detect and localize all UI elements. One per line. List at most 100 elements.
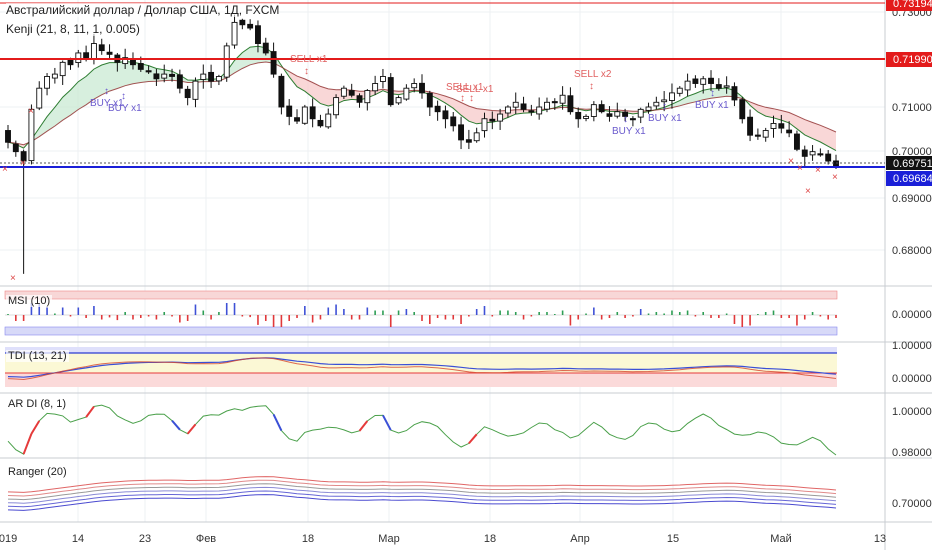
candle[interactable] (458, 116, 465, 150)
candle[interactable] (208, 64, 215, 88)
candle[interactable] (793, 130, 800, 152)
candle[interactable] (419, 74, 425, 99)
candle[interactable] (481, 112, 488, 138)
tdi-panel[interactable] (5, 347, 837, 387)
candle[interactable] (317, 114, 324, 128)
candle[interactable] (825, 150, 832, 165)
time-axis[interactable]: 019 14 23 Фев 18 Мар 18 Апр 15 Май 13 (0, 533, 886, 545)
candle[interactable] (489, 111, 496, 130)
candle[interactable] (333, 94, 340, 119)
candle[interactable] (340, 85, 347, 100)
candle[interactable] (512, 92, 519, 115)
candle[interactable] (754, 128, 761, 140)
candle[interactable] (770, 115, 777, 138)
candle[interactable] (12, 140, 19, 157)
msi-panel[interactable] (4, 290, 838, 336)
candle[interactable] (614, 102, 621, 119)
candle[interactable] (153, 68, 160, 86)
candle[interactable] (762, 127, 769, 142)
candle[interactable] (239, 18, 246, 30)
ranger-panel[interactable] (7, 476, 837, 511)
ranger-label[interactable]: Ranger (20) (6, 466, 69, 478)
candle[interactable] (747, 109, 754, 142)
candle[interactable] (723, 76, 730, 94)
msi-label[interactable]: MSI (10) (6, 295, 53, 307)
candle[interactable] (520, 96, 527, 113)
candle[interactable] (98, 38, 105, 55)
candle[interactable] (145, 65, 152, 74)
candle[interactable] (786, 121, 793, 138)
candle[interactable] (676, 86, 683, 97)
candle[interactable] (231, 14, 238, 49)
ardi-panel[interactable] (7, 404, 837, 456)
candle[interactable] (301, 104, 308, 125)
candle[interactable] (5, 124, 11, 149)
candle[interactable] (629, 116, 636, 127)
candle[interactable] (223, 42, 230, 82)
kenji-indicator-label[interactable]: Kenji (21, 8, 11, 1, 0.005) (6, 22, 140, 36)
candle[interactable] (184, 85, 191, 106)
candle[interactable] (708, 70, 714, 91)
candle[interactable] (559, 86, 566, 110)
candle[interactable] (192, 77, 199, 108)
candle[interactable] (176, 69, 183, 94)
candle[interactable] (364, 89, 371, 111)
candle[interactable] (169, 68, 175, 82)
candle[interactable] (411, 78, 418, 93)
candle[interactable] (583, 114, 589, 122)
candle[interactable] (395, 95, 402, 105)
candle[interactable] (51, 67, 58, 84)
candle[interactable] (536, 97, 543, 120)
candle[interactable] (28, 104, 35, 165)
candle[interactable] (372, 75, 379, 96)
candle[interactable] (403, 84, 410, 101)
candle[interactable] (434, 100, 441, 121)
candle[interactable] (817, 148, 824, 157)
candle[interactable] (450, 112, 457, 132)
candle[interactable] (294, 109, 300, 124)
candle[interactable] (551, 98, 558, 110)
candle[interactable] (270, 42, 277, 78)
candle[interactable] (575, 107, 582, 128)
candle[interactable] (739, 97, 746, 124)
candle[interactable] (309, 98, 316, 128)
candle[interactable] (161, 64, 168, 83)
candle[interactable] (637, 107, 644, 124)
candle[interactable] (262, 37, 269, 56)
candle[interactable] (387, 73, 394, 107)
candle[interactable] (778, 114, 785, 134)
candle[interactable] (247, 19, 254, 31)
candle[interactable] (44, 73, 51, 96)
candle[interactable] (379, 68, 386, 89)
candle[interactable] (661, 91, 668, 112)
candle[interactable] (700, 76, 707, 94)
candle[interactable] (567, 87, 574, 115)
candle[interactable] (20, 149, 27, 274)
candle[interactable] (497, 108, 504, 130)
candle[interactable] (544, 97, 550, 113)
candle[interactable] (278, 73, 285, 115)
candle[interactable] (731, 82, 738, 107)
candle[interactable] (215, 74, 222, 86)
ardi-label[interactable]: AR DI (8, 1) (6, 398, 69, 410)
candle[interactable] (325, 108, 332, 129)
candle[interactable] (442, 105, 449, 129)
candle[interactable] (465, 129, 472, 150)
candle[interactable] (504, 105, 511, 118)
candle[interactable] (36, 81, 43, 111)
candle[interactable] (348, 83, 355, 98)
candle[interactable] (653, 96, 660, 110)
candle[interactable] (606, 106, 613, 122)
candle[interactable] (590, 101, 597, 122)
candle[interactable] (255, 20, 261, 53)
candle[interactable] (106, 44, 113, 59)
candle[interactable] (622, 108, 629, 122)
candle[interactable] (356, 93, 363, 108)
candle[interactable] (684, 73, 691, 97)
candle[interactable] (528, 104, 535, 116)
candle[interactable] (809, 145, 816, 161)
candle[interactable] (59, 60, 66, 85)
candle[interactable] (669, 83, 675, 109)
candle[interactable] (645, 102, 652, 114)
